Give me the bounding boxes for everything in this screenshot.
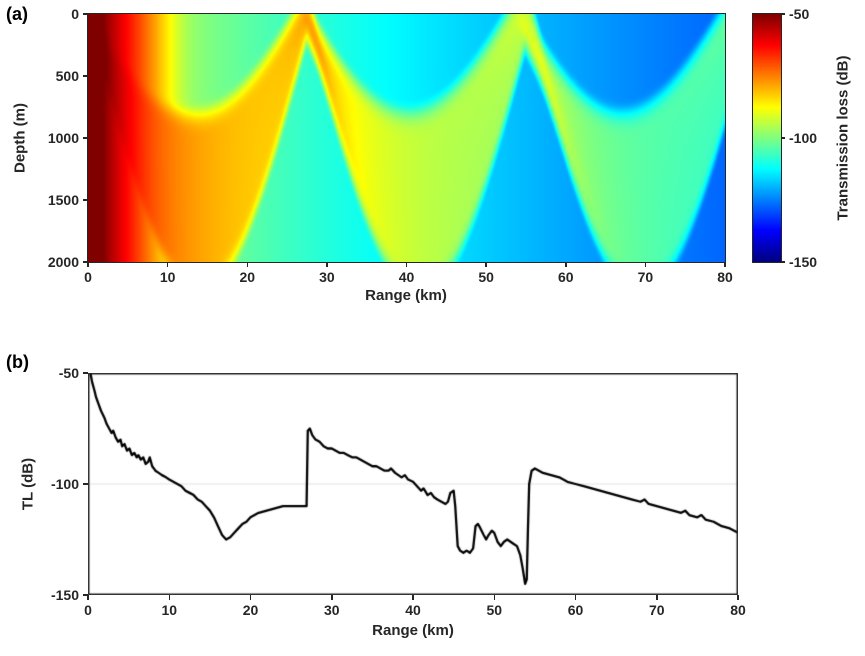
panel-b-y-tick-label: -50: [58, 365, 79, 381]
panel-a-y-tick-label: 2000: [47, 254, 79, 270]
panel-b-x-tick-label: 0: [84, 602, 92, 618]
panel-a-y-tick-mark: [83, 75, 88, 77]
panel-a-x-tick-mark: [87, 262, 89, 267]
panel-b-x-tick-label: 20: [242, 602, 259, 618]
panel-b-y-tick-mark: [83, 594, 88, 596]
colorbar-tick-label: -150: [789, 254, 818, 270]
panel-a-x-tick-mark: [724, 262, 726, 267]
panel-b-y-tick-mark: [83, 483, 88, 485]
panel-a-x-axis-label: Range (km): [365, 287, 447, 304]
colorbar-canvas: [753, 14, 781, 262]
colorbar-tick-mark: [781, 13, 785, 15]
panel-a-x-tick-label: 10: [159, 269, 176, 285]
panel-a-x-tick-label: 0: [84, 269, 92, 285]
panel-a-y-tick-label: 1000: [47, 130, 79, 146]
panel-b-x-tick-label: 70: [648, 602, 665, 618]
panel-b-x-tick-mark: [493, 595, 495, 600]
panel-b-x-tick-label: 60: [567, 602, 584, 618]
panel-b-x-tick-mark: [87, 595, 89, 600]
panel-a-x-tick-mark: [565, 262, 567, 267]
panel-b-x-tick-mark: [412, 595, 414, 600]
panel-a-x-tick-mark: [405, 262, 408, 267]
panel-a-x-tick-mark: [485, 262, 487, 267]
panel-a-y-tick-mark: [83, 261, 88, 263]
panel-b-x-tick-mark: [249, 595, 252, 600]
panel-b-x-tick-mark: [656, 595, 658, 600]
panel-b-line-canvas: [88, 373, 738, 595]
panel-a-x-tick-mark: [166, 262, 169, 267]
panel-a-x-tick-mark: [246, 262, 248, 267]
panel-a-x-tick-mark: [644, 262, 647, 267]
panel-b-x-tick-mark: [737, 595, 739, 600]
panel-a-y-tick-label: 0: [71, 6, 79, 22]
panel-a-x-tick-mark: [326, 262, 328, 267]
panel-a-y-axis-label: Depth (m): [11, 103, 29, 173]
panel-b-y-tick-label: -150: [50, 587, 79, 603]
panel-b-y-tick-label: -100: [50, 476, 79, 492]
panel-b-x-tick-mark: [574, 595, 577, 600]
colorbar-tick-mark: [781, 137, 785, 139]
panel-a-label: (a): [6, 4, 28, 24]
panel-a-y-tick-mark: [83, 13, 88, 15]
panel-a-x-tick-label: 80: [717, 269, 733, 285]
panel-b-x-tick-label: 80: [730, 602, 746, 618]
panel-b-x-tick-label: 40: [405, 602, 421, 618]
panel-a-y-tick-label: 500: [55, 68, 79, 84]
panel-b-x-tick-label: 10: [161, 602, 178, 618]
panel-b-y-tick-mark: [83, 372, 88, 374]
panel-a-x-tick-label: 60: [557, 269, 574, 285]
panel-b-x-tick-mark: [168, 595, 170, 600]
panel-b-label: (b): [6, 352, 29, 372]
panel-b-x-tick-label: 50: [486, 602, 503, 618]
colorbar-tick-mark: [781, 261, 785, 263]
panel-b-x-tick-mark: [331, 595, 333, 600]
panel-a-y-tick-mark: [83, 137, 88, 139]
panel-a-y-tick-mark: [83, 199, 88, 201]
panel-a-x-tick-label: 20: [239, 269, 256, 285]
panel-a-heatmap-canvas: [88, 14, 725, 262]
panel-a-y-tick-label: 1500: [47, 192, 79, 208]
panel-a-x-tick-label: 70: [637, 269, 654, 285]
panel-a-x-tick-label: 50: [478, 269, 494, 285]
colorbar-tick-label: -50: [789, 6, 810, 22]
colorbar-label: Transmission loss (dB): [834, 55, 852, 221]
panel-a-x-tick-label: 30: [319, 269, 335, 285]
panel-a-x-tick-label: 40: [398, 269, 415, 285]
panel-b-x-axis-label: Range (km): [372, 622, 454, 639]
colorbar-tick-label: -100: [789, 130, 818, 146]
panel-b-x-tick-label: 30: [323, 602, 340, 618]
